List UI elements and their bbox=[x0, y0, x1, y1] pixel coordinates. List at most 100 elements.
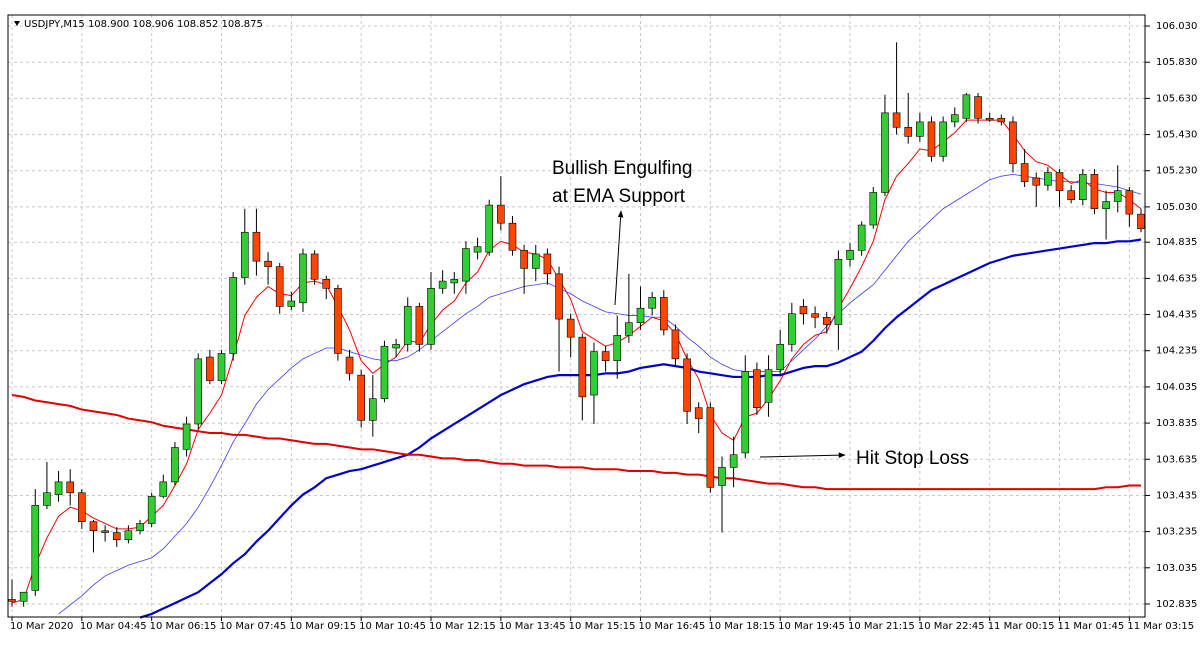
candle-body bbox=[299, 253, 307, 304]
candle-body bbox=[881, 112, 889, 193]
candle-body bbox=[788, 313, 796, 345]
candle-body bbox=[206, 356, 214, 381]
candle-body bbox=[485, 204, 494, 253]
candle-body bbox=[1044, 172, 1052, 186]
candle-body bbox=[799, 306, 808, 314]
y-tick-label: 105.230 bbox=[1156, 166, 1197, 177]
candle-body bbox=[462, 248, 470, 282]
candle-body bbox=[217, 353, 226, 381]
candle-body bbox=[112, 532, 121, 541]
candle-body bbox=[764, 369, 773, 403]
x-tick-label: 11 Mar 01:45 bbox=[1058, 621, 1125, 632]
ema-line bbox=[11, 119, 1142, 604]
candle-body bbox=[438, 280, 447, 289]
y-tick-label: 105.030 bbox=[1156, 202, 1197, 213]
x-tick-label: 10 Mar 13:45 bbox=[499, 621, 566, 632]
candle-body bbox=[322, 278, 331, 289]
candle-body bbox=[566, 318, 575, 338]
candle-body bbox=[473, 246, 482, 253]
candle-body bbox=[369, 398, 377, 421]
candle-body bbox=[962, 94, 971, 119]
axes: 102.835 103.035 103.235 103.435 103.635 103.8… bbox=[10, 21, 1197, 632]
candle-body bbox=[1009, 121, 1017, 164]
candle-body bbox=[729, 454, 738, 468]
candle-body bbox=[252, 231, 261, 262]
candle-body bbox=[497, 204, 505, 224]
x-tick-label: 11 Mar 00:15 bbox=[988, 621, 1055, 632]
candle-body bbox=[916, 121, 924, 137]
candle-body bbox=[1090, 174, 1099, 210]
candle-body bbox=[1079, 174, 1087, 200]
menu-triangle bbox=[14, 21, 20, 26]
candle-body bbox=[66, 481, 74, 494]
y-tick-label: 103.835 bbox=[1156, 418, 1197, 429]
x-tick-label: 10 Mar 22:45 bbox=[918, 621, 985, 632]
candle-body bbox=[892, 112, 901, 128]
candle-body bbox=[706, 407, 715, 488]
candle-body bbox=[950, 114, 959, 123]
y-tick-label: 103.035 bbox=[1156, 563, 1197, 574]
candle-body bbox=[19, 591, 28, 602]
annotation: Bullish Engulfing bbox=[552, 158, 692, 179]
y-tick-label: 104.635 bbox=[1156, 273, 1197, 284]
y-tick-label: 104.035 bbox=[1156, 382, 1197, 393]
ema-line bbox=[11, 394, 1141, 491]
candle-body bbox=[531, 253, 540, 269]
candle-body bbox=[753, 369, 761, 409]
candle-body bbox=[8, 599, 16, 602]
candle-body bbox=[590, 351, 598, 396]
x-tick-label: 10 Mar 21:15 bbox=[848, 621, 915, 632]
x-tick-label: 10 Mar 07:45 bbox=[220, 621, 287, 632]
y-tick-label: 104.435 bbox=[1156, 310, 1197, 321]
candle-body bbox=[43, 492, 51, 506]
y-tick-label: 102.835 bbox=[1156, 599, 1197, 610]
candle-body bbox=[1020, 163, 1029, 182]
indicator-lines bbox=[11, 119, 1142, 619]
x-tick-label: 10 Mar 10:45 bbox=[359, 621, 426, 632]
candle-body bbox=[1032, 177, 1041, 186]
candle-body bbox=[54, 481, 63, 495]
x-tick-label: 10 Mar 19:45 bbox=[778, 621, 845, 632]
candle-body bbox=[508, 222, 517, 251]
y-tick-label: 105.630 bbox=[1156, 93, 1197, 104]
candle-body bbox=[857, 224, 866, 251]
candle-body bbox=[927, 121, 936, 157]
annotation-arrow bbox=[614, 210, 624, 306]
candle-body bbox=[520, 250, 528, 269]
candle-body bbox=[1055, 172, 1064, 191]
candle-body bbox=[869, 192, 878, 226]
candles bbox=[8, 42, 1145, 607]
candle-body bbox=[357, 374, 365, 421]
ema-line bbox=[139, 238, 1142, 619]
candle-body bbox=[822, 316, 831, 325]
x-tick-label: 10 Mar 2020 bbox=[10, 621, 73, 632]
candle-body bbox=[601, 351, 610, 361]
annotation-arrow bbox=[759, 452, 846, 458]
candle-body bbox=[78, 492, 86, 522]
candle-body bbox=[392, 344, 400, 349]
candle-body bbox=[974, 96, 982, 119]
candle-body bbox=[625, 322, 633, 336]
candle-body bbox=[264, 260, 272, 267]
candle-body bbox=[694, 407, 703, 419]
candle-body bbox=[997, 117, 1006, 123]
candle-body bbox=[846, 250, 854, 260]
x-tick-label: 10 Mar 15:15 bbox=[569, 621, 636, 632]
candle-body bbox=[147, 496, 156, 524]
candle-body bbox=[904, 127, 913, 137]
y-tick-label: 104.235 bbox=[1156, 346, 1197, 357]
candle-body bbox=[31, 505, 40, 591]
candle-body bbox=[380, 345, 389, 399]
candle-body bbox=[310, 253, 319, 280]
y-tick-label: 105.430 bbox=[1156, 130, 1197, 141]
candle-body bbox=[287, 300, 296, 307]
candle-body bbox=[613, 335, 622, 361]
candle-body bbox=[718, 467, 726, 486]
candle-body bbox=[811, 313, 819, 318]
candle-body bbox=[776, 344, 784, 371]
candle-body bbox=[1125, 190, 1134, 215]
candle-body bbox=[939, 121, 947, 157]
x-tick-label: 10 Mar 12:15 bbox=[429, 621, 496, 632]
